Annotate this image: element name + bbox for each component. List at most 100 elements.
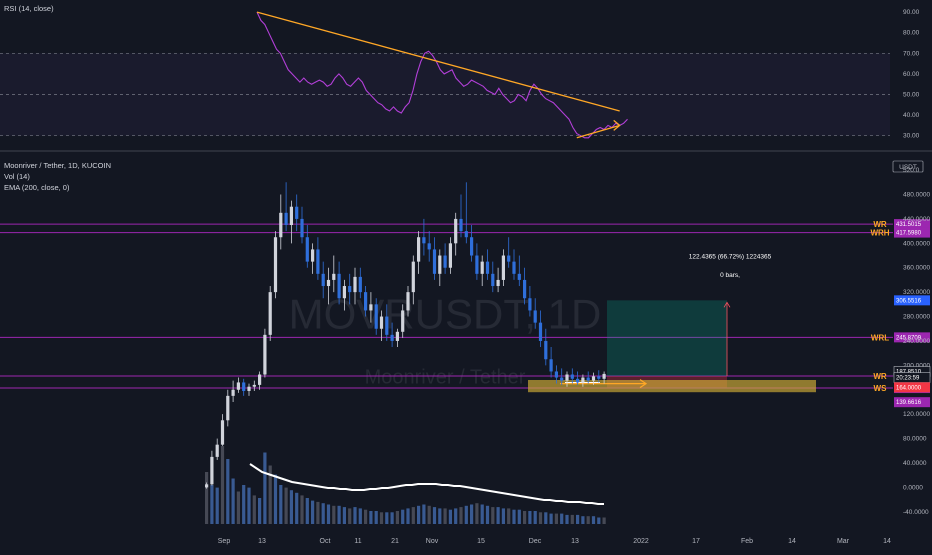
time-axis-label: 17	[692, 538, 700, 545]
candle-body	[496, 279, 500, 287]
candle-body	[512, 261, 516, 274]
rsi-arrowhead	[613, 119, 621, 131]
candle-body	[507, 255, 511, 262]
candle-body	[252, 384, 256, 387]
level-price-tag: 417.5980	[896, 231, 922, 237]
price-tick-label: 200.0000	[903, 362, 930, 369]
candle-body	[528, 298, 532, 311]
rsi-tick-label: 30.00	[903, 133, 920, 140]
level-label: WR	[873, 372, 887, 381]
volume-bar	[544, 512, 548, 524]
volume-bar	[549, 513, 553, 524]
projection-arrow-head	[639, 379, 648, 389]
volume-bar	[364, 509, 368, 524]
volume-bar	[422, 504, 426, 524]
volume-bar	[560, 513, 564, 524]
rsi-trendline-lower[interactable]	[576, 124, 620, 139]
candle-body	[220, 420, 225, 445]
level-label: WRH	[870, 229, 889, 238]
price-tick-label: 0.0000	[903, 484, 923, 491]
candle-body	[326, 279, 331, 287]
level-price-tag: 245.8709	[896, 335, 922, 341]
volume-bar	[289, 490, 293, 524]
candle-body	[411, 261, 415, 293]
price-chart[interactable]: MOVRUSDT, 1D Moonriver / Tether WR 431.50…	[0, 152, 932, 530]
volume-bar	[300, 495, 304, 524]
rsi-tick-label: 70.00	[903, 50, 920, 57]
price-tag-box	[894, 382, 930, 393]
candle-body	[258, 374, 262, 385]
candle-body	[205, 484, 209, 488]
volume-bar	[406, 508, 410, 524]
candle-body	[268, 292, 272, 335]
volume-bar	[523, 511, 527, 524]
volume-bar	[268, 465, 272, 524]
ema-indicator-label[interactable]: EMA (200, close, 0)	[4, 183, 70, 192]
price-tick-label: 400.0000	[903, 240, 930, 247]
candle-body	[358, 276, 362, 293]
time-axis-label: Mar	[837, 538, 850, 545]
candle-body	[422, 237, 426, 244]
time-axis-label: 2022	[633, 538, 649, 545]
volume-indicator-label[interactable]: Vol (14)	[4, 172, 30, 181]
time-axis-label: Sep	[218, 538, 231, 545]
volume-bar	[570, 514, 574, 524]
candle-body	[427, 243, 431, 250]
candle-body	[586, 377, 590, 381]
level-price-tag-box	[894, 332, 930, 343]
price-tag: 164.0000	[896, 385, 922, 391]
candle-body	[374, 304, 378, 329]
candle-body	[597, 376, 601, 379]
candle-body	[263, 334, 267, 375]
volume-bar	[554, 513, 558, 524]
volume-bar	[353, 507, 357, 524]
currency-badge-box[interactable]	[892, 160, 924, 173]
rsi-series-line	[256, 11, 628, 139]
rsi-pane: RSI (14, close) 90.00 80.00 70.00 60.00 50.0…	[0, 0, 932, 150]
volume-bar	[576, 514, 580, 524]
time-axis-label: 14	[788, 538, 796, 545]
candle-body	[570, 374, 574, 379]
volume-bar	[411, 507, 415, 524]
volume-bar	[395, 511, 399, 524]
candle-body	[300, 218, 304, 238]
volume-bar	[284, 487, 288, 524]
volume-bar	[332, 505, 336, 524]
position-target-zone[interactable]	[607, 300, 727, 377]
watermark-symbol: MOVRUSDT, 1D	[289, 291, 602, 338]
candle-body	[273, 237, 278, 293]
time-axis-label: 21	[391, 538, 399, 545]
volume-bar	[279, 485, 283, 524]
rsi-tick-label: 80.00	[903, 30, 920, 37]
candle-body	[311, 249, 315, 262]
rsi-trendline-upper[interactable]	[256, 11, 620, 112]
volume-bar	[459, 507, 463, 524]
candle-body	[295, 206, 299, 219]
candle-body	[480, 261, 484, 274]
currency-badge[interactable]: USDT	[899, 164, 917, 171]
volume-bar	[507, 508, 511, 524]
volume-bar	[374, 511, 378, 524]
volume-bar	[591, 516, 596, 524]
volume-bar	[528, 511, 532, 524]
candle-body	[485, 261, 490, 274]
pane-separator[interactable]	[0, 150, 932, 152]
price-tick-label: 360.0000	[903, 265, 930, 272]
volume-bar	[448, 509, 452, 524]
candle-body	[576, 378, 580, 383]
rsi-tick-label: 50.00	[903, 92, 920, 99]
volume-bar	[470, 504, 474, 524]
support-zone[interactable]	[528, 380, 816, 393]
candle-body	[401, 310, 405, 332]
volume-bar	[258, 498, 262, 524]
level-label: WR	[873, 220, 887, 229]
volume-bar	[348, 508, 352, 524]
candle-body	[369, 304, 373, 311]
volume-bar	[491, 507, 495, 524]
time-axis[interactable]: Sep 13 Oct 11 21 Nov 15 Dec 13 2022 17 Feb 14 Mar 14	[0, 530, 932, 550]
volume-bar	[247, 487, 251, 524]
rsi-chart[interactable]: 90.00 80.00 70.00 60.00 50.00 40.00 30.00	[0, 0, 932, 150]
rsi-tick-label: 90.00	[903, 9, 920, 16]
candle-body	[226, 395, 230, 421]
volume-bar	[475, 503, 479, 524]
